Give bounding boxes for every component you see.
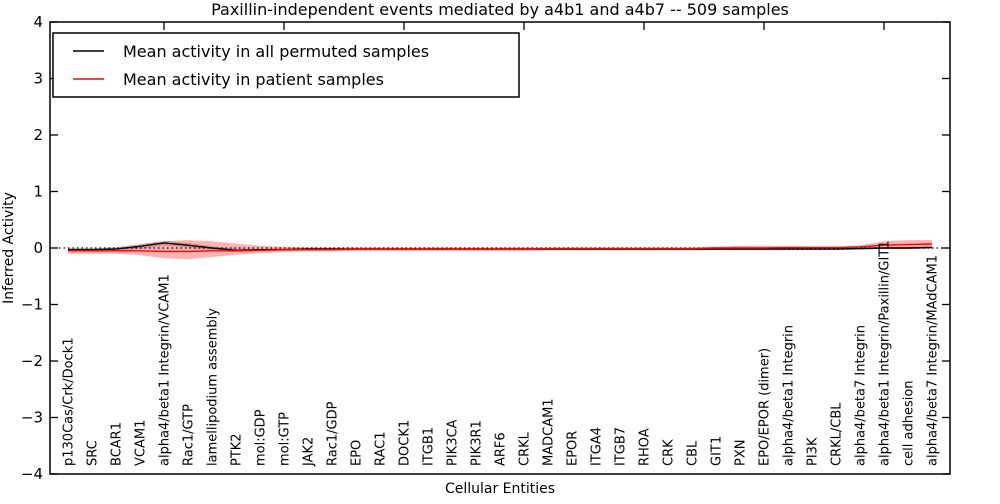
y-tick-label: 3: [33, 70, 43, 88]
x-category-label: p130Cas/Crk/Dock1: [62, 337, 77, 466]
y-tick-label: 0: [33, 239, 43, 257]
y-tick-label: −2: [21, 352, 43, 370]
x-category-label: BCAR1: [110, 422, 125, 466]
y-tick-label: −1: [21, 296, 43, 314]
x-category-label: alpha4/beta1 Integrin/VCAM1: [158, 274, 173, 466]
y-tick-label: 4: [33, 13, 43, 31]
y-tick-label: −3: [21, 409, 43, 427]
x-category-label: ARF6: [494, 432, 509, 466]
x-axis-label: Cellular Entities: [445, 481, 555, 497]
x-category-label: PIK3CA: [446, 419, 461, 466]
x-category-label: PIK3R1: [470, 420, 485, 466]
x-category-label: ITGB7: [614, 427, 629, 466]
x-category-label: alpha4/beta7 Integrin: [854, 325, 869, 466]
x-category-label: CRKL/CBL: [830, 402, 845, 466]
x-category-label: CBL: [686, 440, 701, 466]
y-tick-label: −4: [21, 465, 43, 483]
axes-frame: [49, 21, 951, 475]
x-category-label: RAC1: [374, 431, 389, 466]
x-category-label: lamellipodium assembly: [206, 308, 221, 466]
x-category-label: Rac1/GDP: [326, 401, 341, 466]
x-category-label: EPO/EPOR (dimer): [758, 348, 773, 466]
x-category-label: RHOA: [638, 428, 653, 466]
y-axis-label: Inferred Activity: [1, 192, 17, 304]
x-category-label: alpha4/beta1 Integrin: [782, 325, 797, 466]
x-category-label: EPOR: [566, 431, 581, 466]
legend-label-permuted-samples: Mean activity in all permuted samples: [123, 42, 429, 61]
line-patient: [68, 243, 933, 253]
legend-label-patient-samples: Mean activity in patient samples: [123, 70, 384, 89]
x-category-label: Rac1/GTP: [182, 404, 197, 466]
chart-title: Paxillin-independent events mediated by …: [211, 0, 789, 19]
x-category-label: GIT1: [710, 436, 725, 466]
x-category-label: DOCK1: [398, 420, 413, 466]
x-category-label: alpha4/beta1 Integrin/Paxillin/GIT1: [878, 240, 893, 466]
x-category-label: CRK: [662, 439, 677, 466]
x-category-label: cell adhesion: [902, 380, 917, 466]
x-category-label: ITGB1: [422, 427, 437, 466]
legend-box: [52, 32, 520, 98]
x-category-label: PXN: [734, 440, 749, 466]
x-category-label: MADCAM1: [542, 398, 557, 466]
x-category-label: SRC: [86, 440, 101, 466]
x-category-label: JAK2: [302, 437, 317, 467]
x-category-label: mol:GDP: [254, 409, 269, 466]
x-category-label: PTK2: [230, 433, 245, 466]
x-category-label: EPO: [350, 440, 365, 466]
x-category-label: VCAM1: [134, 420, 149, 466]
legend: Mean activity in all permuted samples Me…: [52, 32, 520, 98]
y-tick-label: 2: [33, 126, 43, 144]
x-category-label: ITGA4: [590, 427, 605, 466]
x-category-label: alpha4/beta7 Integrin/MAdCAM1: [926, 255, 941, 466]
x-category-label: PI3K: [806, 437, 821, 466]
plot-area: 4 3 2 1 0 −1 −2 −3 −4 p130Cas/Crk/Dock1 SRC BCAR1 VC…: [21, 13, 951, 483]
x-category-label: mol:GTP: [278, 412, 293, 466]
x-category-label: CRKL: [518, 431, 533, 466]
y-tick-label: 1: [33, 183, 43, 201]
